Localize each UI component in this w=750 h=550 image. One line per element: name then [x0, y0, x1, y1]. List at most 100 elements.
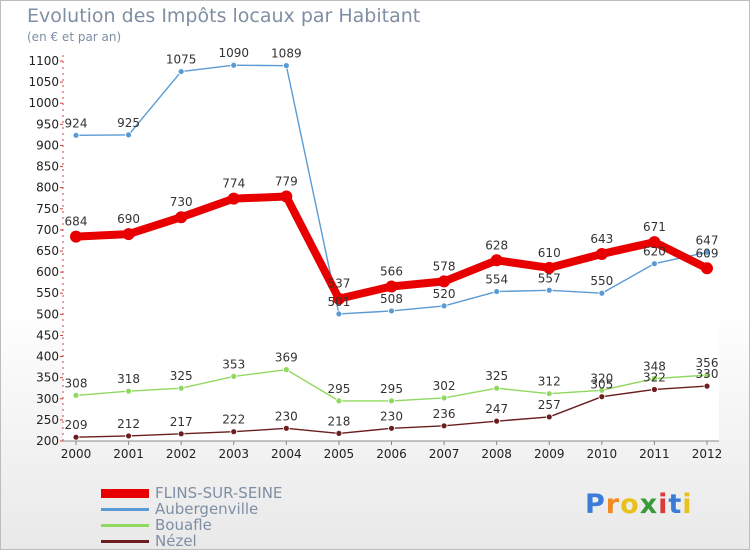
data-label-flins: 730 — [170, 195, 193, 209]
legend-item-flins[interactable]: FLINS-SUR-SEINE — [101, 484, 361, 502]
data-point-flins — [543, 261, 556, 274]
data-label-flins: 643 — [590, 232, 613, 246]
data-label-nezel: 305 — [590, 378, 613, 392]
data-point-aubergenville — [440, 302, 448, 310]
data-point-flins — [332, 292, 345, 305]
data-label-nezel: 230 — [380, 409, 403, 423]
data-label-aubergenville: 647 — [696, 233, 719, 247]
y-tick-label: 1100 — [28, 54, 59, 68]
legend-swatch-flins — [101, 489, 149, 498]
legend-swatch-nezel — [101, 540, 149, 543]
data-label-aubergenville: 508 — [380, 292, 403, 306]
data-label-nezel: 257 — [538, 398, 561, 412]
data-point-flins — [438, 275, 451, 288]
data-label-bouafle: 369 — [275, 351, 298, 365]
data-point-flins — [595, 247, 608, 260]
data-label-nezel: 322 — [643, 370, 666, 384]
data-label-bouafle: 312 — [538, 375, 561, 389]
data-point-bouafle — [493, 384, 501, 392]
legend-item-aubergenville[interactable]: Aubergenville — [101, 500, 361, 518]
data-label-bouafle: 295 — [380, 382, 403, 396]
data-point-flins — [122, 228, 135, 241]
y-tick-label: 750 — [36, 202, 59, 216]
legend-swatch-bouafle — [101, 524, 149, 527]
data-label-bouafle: 295 — [327, 382, 350, 396]
data-point-nezel — [388, 424, 395, 432]
data-label-flins: 671 — [643, 220, 666, 234]
legend-swatch-aubergenville — [101, 508, 149, 511]
data-label-nezel: 209 — [65, 418, 88, 432]
data-label-flins: 774 — [222, 177, 245, 191]
x-tick-label: 2012 — [692, 447, 723, 461]
data-label-flins: 609 — [696, 246, 719, 260]
legend: FLINS-SUR-SEINE Aubergenville Bouafle Né… — [101, 484, 361, 549]
y-tick-label: 400 — [36, 350, 59, 364]
x-tick-label: 2010 — [587, 447, 618, 461]
data-label-bouafle: 325 — [485, 369, 508, 383]
data-label-bouafle: 353 — [222, 357, 245, 371]
y-tick-label: 600 — [36, 265, 59, 279]
x-tick-label: 2001 — [113, 447, 144, 461]
data-point-aubergenville — [493, 288, 501, 295]
data-point-flins — [175, 211, 188, 224]
x-tick-label: 2005 — [324, 447, 355, 461]
data-point-bouafle — [72, 391, 80, 399]
data-label-bouafle: 320 — [590, 371, 613, 385]
y-tick-label: 850 — [36, 160, 59, 174]
data-point-nezel — [598, 393, 606, 401]
legend-item-nezel[interactable]: Nézel — [101, 532, 361, 549]
data-label-bouafle: 356 — [696, 356, 719, 370]
data-point-aubergenville — [72, 131, 80, 139]
data-point-nezel — [177, 430, 185, 438]
legend-label-aubergenville: Aubergenville — [155, 500, 259, 518]
x-tick-label: 2006 — [376, 447, 407, 461]
data-point-aubergenville — [282, 62, 290, 70]
y-tick-label: 1000 — [28, 96, 59, 110]
legend-label-bouafle: Bouafle — [155, 516, 212, 534]
data-labels: 684 690 730 774 779 537 566 578 628 610 643 671 609 9… — [65, 46, 719, 432]
y-tick-label: 950 — [36, 117, 59, 131]
data-label-bouafle: 302 — [433, 379, 456, 393]
data-point-flins — [70, 230, 82, 243]
data-label-aubergenville: 1075 — [166, 53, 197, 67]
data-point-nezel — [545, 413, 553, 421]
data-label-bouafle: 318 — [117, 372, 140, 386]
y-tick-label: 550 — [36, 286, 59, 300]
data-label-flins: 628 — [485, 238, 508, 252]
data-label-nezel: 236 — [433, 407, 456, 421]
legend-label-flins: FLINS-SUR-SEINE — [155, 484, 283, 502]
data-label-bouafle: 325 — [170, 369, 193, 383]
data-label-flins: 684 — [65, 215, 88, 229]
data-point-flins — [385, 280, 398, 293]
data-point-flins — [648, 236, 661, 249]
data-point-aubergenville — [177, 68, 185, 75]
data-label-aubergenville: 620 — [643, 245, 666, 259]
data-point-bouafle — [125, 387, 132, 395]
data-label-bouafle: 308 — [65, 376, 88, 390]
data-point-bouafle — [388, 397, 395, 405]
data-label-nezel: 212 — [117, 417, 140, 431]
series-lines — [70, 61, 713, 441]
data-point-flins — [701, 262, 713, 275]
data-point-nezel — [230, 428, 238, 436]
data-label-nezel: 230 — [275, 409, 298, 423]
logo-letter: i — [682, 489, 693, 520]
y-tick-label: 300 — [36, 392, 59, 406]
data-point-bouafle — [282, 366, 290, 374]
x-tick-label: 2011 — [639, 447, 670, 461]
data-point-bouafle — [440, 394, 448, 402]
logo-letter: r — [605, 489, 621, 520]
legend-item-bouafle[interactable]: Bouafle — [101, 516, 361, 534]
data-point-aubergenville — [230, 61, 238, 69]
data-label-aubergenville: 520 — [433, 287, 456, 301]
data-label-flins: 779 — [275, 175, 298, 189]
data-label-nezel: 247 — [485, 402, 508, 416]
data-point-nezel — [72, 433, 80, 441]
x-tick-label: 2003 — [218, 447, 249, 461]
logo-letter: i — [658, 489, 669, 520]
y-tick-label: 700 — [36, 223, 59, 237]
data-point-nezel — [125, 432, 132, 440]
data-point-aubergenville — [125, 131, 132, 139]
